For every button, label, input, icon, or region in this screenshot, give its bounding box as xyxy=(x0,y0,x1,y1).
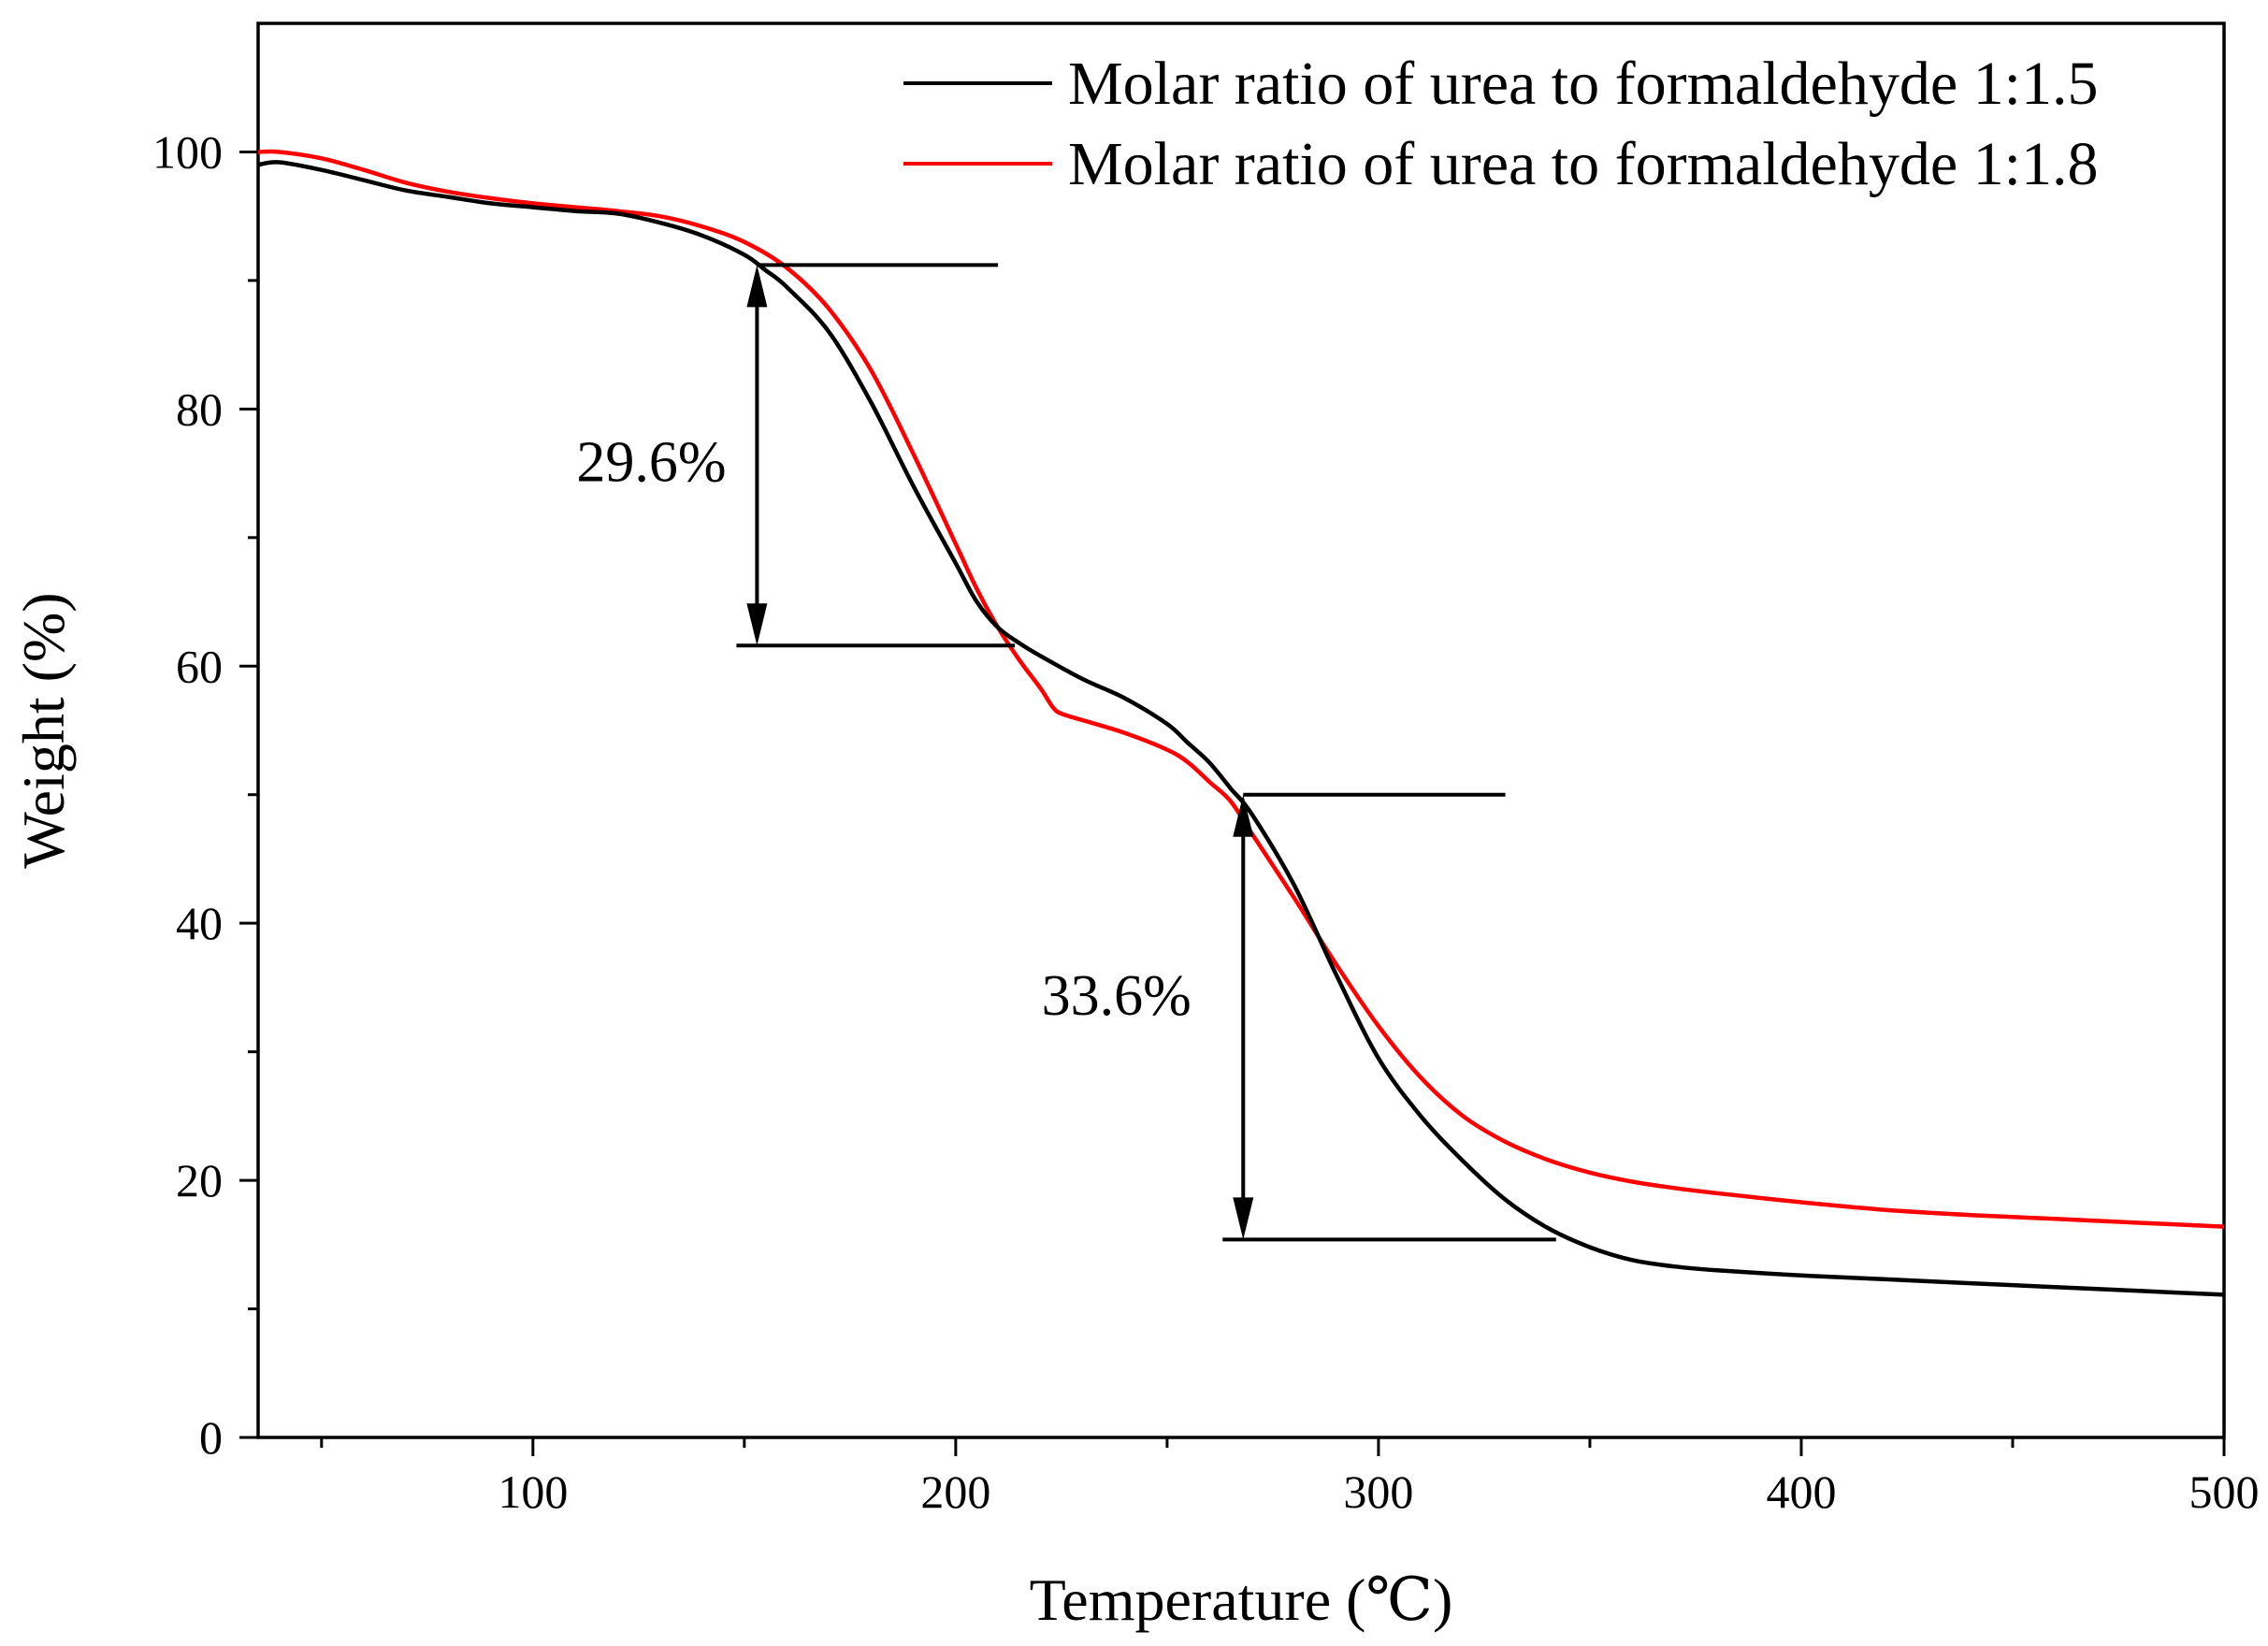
annotation-2-arrow-head-up xyxy=(1233,794,1254,837)
y-tick-label: 60 xyxy=(176,640,223,692)
annotation-2-arrow-head-down xyxy=(1233,1197,1254,1240)
series-layer xyxy=(257,149,2225,1297)
legend-label-series-1: Molar ratio of urea to formaldehyde 1:1.… xyxy=(1068,50,2098,118)
x-tick-label: 400 xyxy=(1766,1466,1836,1518)
x-tick-label: 300 xyxy=(1343,1466,1413,1518)
x-axis-ticks: 100 200 300 400 500 xyxy=(320,1437,2260,1518)
y-tick-label: 40 xyxy=(176,897,223,949)
annotation-1-arrow-head-down xyxy=(746,603,768,646)
annotation-layer: 29.6% 33.6% xyxy=(576,263,1556,1242)
y-tick-label: 0 xyxy=(199,1411,223,1464)
legend-label-series-2: Molar ratio of urea to formaldehyde 1:1.… xyxy=(1068,130,2098,198)
y-tick-label: 80 xyxy=(176,383,223,435)
annotation-1-arrow-head-up xyxy=(746,265,768,308)
x-axis-title: Temperature (℃) xyxy=(1030,1567,1453,1633)
annotation-2-label: 33.6% xyxy=(1042,964,1192,1028)
series-line-2 xyxy=(257,149,2225,1229)
legend: Molar ratio of urea to formaldehyde 1:1.… xyxy=(903,50,2098,198)
x-tick-label: 200 xyxy=(920,1466,990,1518)
y-tick-label: 100 xyxy=(152,125,223,178)
y-axis-ticks: 0 20 40 60 80 100 xyxy=(152,125,258,1464)
y-tick-label: 20 xyxy=(176,1154,223,1206)
annotation-1-label: 29.6% xyxy=(576,430,726,494)
x-tick-label: 500 xyxy=(2189,1466,2260,1518)
plot-frame xyxy=(256,22,2226,1439)
y-axis-title: Weight (%) xyxy=(10,592,77,868)
series-line-1 xyxy=(257,160,2225,1297)
x-tick-label: 100 xyxy=(498,1466,568,1518)
